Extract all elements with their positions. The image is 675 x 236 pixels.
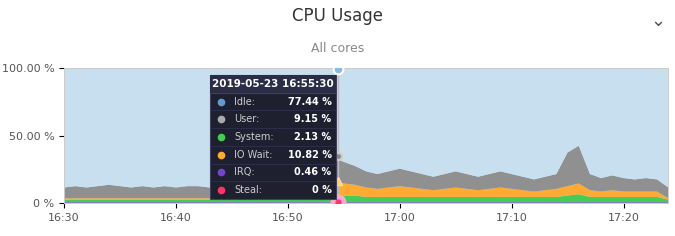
Text: 2.13 %: 2.13 %	[294, 132, 331, 142]
FancyBboxPatch shape	[209, 75, 336, 93]
Text: 0 %: 0 %	[312, 185, 331, 195]
Text: IO Wait:: IO Wait:	[234, 150, 273, 160]
Text: System:: System:	[234, 132, 274, 142]
Text: 10.82 %: 10.82 %	[288, 150, 331, 160]
Text: CPU Usage: CPU Usage	[292, 7, 383, 25]
Text: Idle:: Idle:	[234, 97, 255, 106]
Text: IRQ:: IRQ:	[234, 167, 254, 177]
Text: 77.44 %: 77.44 %	[288, 97, 331, 106]
Text: ⌄: ⌄	[651, 12, 666, 30]
Text: User:: User:	[234, 114, 260, 124]
Text: All cores: All cores	[311, 42, 364, 55]
Text: Steal:: Steal:	[234, 185, 262, 195]
Text: 2019-05-23 16:55:30: 2019-05-23 16:55:30	[212, 79, 333, 89]
Text: 9.15 %: 9.15 %	[294, 114, 331, 124]
FancyBboxPatch shape	[209, 75, 336, 199]
Text: 0.46 %: 0.46 %	[294, 167, 331, 177]
